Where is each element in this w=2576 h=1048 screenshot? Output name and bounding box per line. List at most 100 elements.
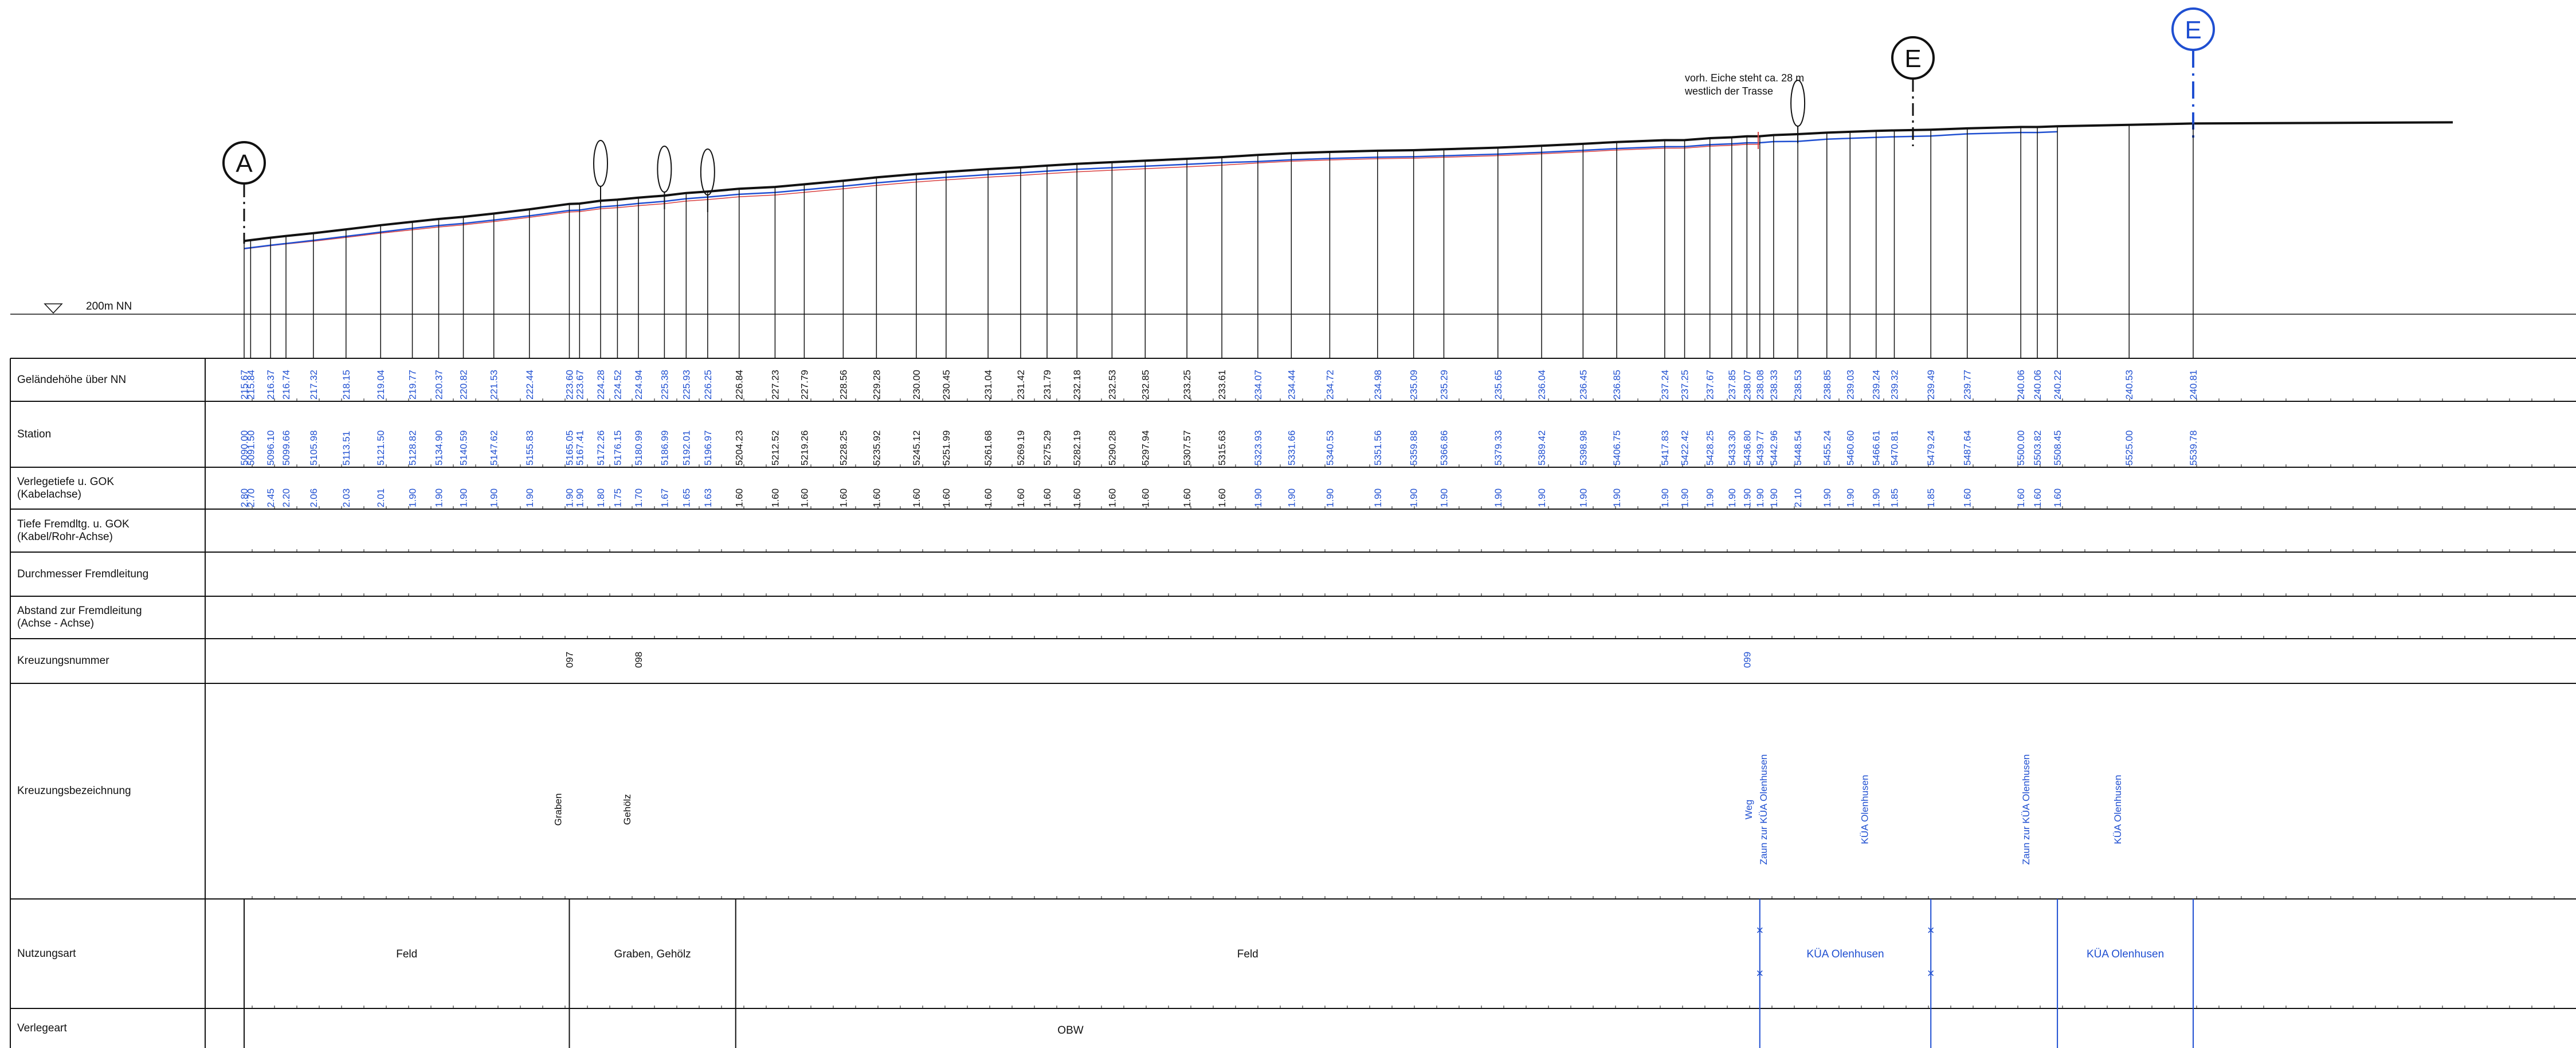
crossing-number: 097 [564,652,575,668]
fence-cross-icon: × [1756,923,1763,937]
ground-height-value: 239.77 [1962,370,1973,400]
ground-height-value: 234.07 [1253,370,1264,400]
ground-height-value: 222.44 [524,370,535,400]
row-label-line: (Kabelachse) [17,488,81,500]
crossing-designation: Graben [552,793,563,826]
ground-height-value: 224.28 [595,370,606,400]
ground-height-value: 231.04 [983,370,994,400]
ground-height-value: 233.25 [1182,370,1193,400]
laying-depth-value: 1.90 [1253,488,1264,507]
row-label: Verlegeart [17,1022,67,1035]
ground-height-value: 240.06 [2016,370,2026,400]
laying-depth-value: 1.60 [1962,488,1973,507]
laying-depth-value: 1.60 [1182,488,1193,507]
laying-depth-value: 1.60 [2052,488,2063,507]
ground-height-value: 231.42 [1015,370,1026,400]
row-label-line: Kreuzungsnummer [17,655,109,667]
row-label: Nutzungsart [17,948,76,960]
ground-height-value: 238.33 [1769,370,1779,400]
crossing-designation: Zaun zur KÜA Olenhusen [2021,754,2032,865]
station-value: 5351.56 [1373,431,1383,466]
station-value: 5134.90 [434,431,445,466]
ground-height-value: 239.49 [1926,370,1936,400]
station-value: 5269.19 [1015,431,1026,466]
station-value: 5251.99 [941,431,952,466]
ground-height-value: 234.98 [1373,370,1383,400]
station-value: 5297.94 [1140,431,1151,466]
station-value: 5389.42 [1536,431,1547,466]
laying-depth-value: 1.60 [941,488,952,507]
tree-icon [700,148,715,195]
station-value: 5105.98 [308,431,319,466]
ground-height-value: 226.84 [734,370,745,400]
ground-height-value: 215.67 [239,370,250,400]
ground-height-value: 240.06 [2032,370,2043,400]
laying-depth-value: 1.67 [659,488,670,507]
crossing-designation: Zaun zur KÜA Olenhusen [1758,754,1769,865]
station-value: 5204.23 [734,431,745,466]
ground-height-value: 223.60 [564,370,575,400]
station-value: 5186.99 [659,431,670,466]
station-value: 5180.99 [633,431,644,466]
station-value: 5366.86 [1438,431,1449,466]
laying-depth-value: 1.90 [1822,488,1833,507]
station-value: 5090.00 [239,431,250,466]
ground-height-value: 238.08 [1755,370,1766,400]
row-label-line: (Achse - Achse) [17,617,95,629]
ground-height-value: 239.24 [1871,370,1882,400]
station-value: 5172.26 [595,431,606,466]
ground-height-value: 229.28 [871,370,882,400]
station-value: 5487.64 [1962,431,1973,466]
laying-depth-value: 1.90 [1324,488,1335,507]
fence-cross-icon: × [1756,966,1763,980]
row-label: Verlegetiefe u. GOK (Kabelachse) [17,476,114,501]
crossing-designation: Weg [1743,800,1754,820]
station-value: 5500.00 [2016,431,2026,466]
marker-label-e-planned: E [2185,16,2201,44]
station-value: 5479.24 [1926,431,1936,466]
station-value: 5460.60 [1845,431,1856,466]
ground-height-value: 239.03 [1845,370,1856,400]
laying-depth-value: 1.90 [1660,488,1671,507]
ground-height-value: 223.67 [574,370,585,400]
laying-depth-value: 1.90 [1742,488,1752,507]
station-value: 5196.97 [703,431,713,466]
row-label: Tiefe Fremdltg. u. GOK (Kabel/Rohr-Achse) [17,518,130,543]
ground-height-value: 235.29 [1438,370,1449,400]
ground-height-value: 227.23 [770,370,781,400]
land-use-label: Feld [1237,948,1258,960]
laying-depth-value: 1.90 [574,488,585,507]
laying-depth-value: 1.90 [1680,488,1691,507]
row-label-line: (Kabel/Rohr-Achse) [17,531,113,543]
tree-icon [657,146,672,193]
laying-depth-value: 2.80 [239,488,250,507]
table-grid [10,303,2576,1048]
laying-method-label: OBW [1057,1024,1083,1037]
laying-depth-value: 1.90 [1578,488,1589,507]
table-values: 215.67 5090.00 2.80 215.84 5091.50 2.70 216.37… [239,370,2199,1037]
laying-depth-value: 1.75 [612,488,623,507]
ground-height-value: 235.65 [1493,370,1504,400]
station-value: 5212.52 [770,431,781,466]
ground-height-value: 221.53 [489,370,500,400]
crossing-designation: KÜA Olenhusen [2112,775,2123,844]
existing-line-red [244,143,1760,250]
station-value: 5155.83 [524,431,535,466]
laying-depth-value: 1.60 [871,488,882,507]
ground-height-value: 230.45 [941,370,952,400]
station-value: 5331.66 [1286,431,1297,466]
laying-depth-value: 1.90 [1769,488,1779,507]
station-value: 5525.00 [2124,431,2135,466]
laying-depth-value: 1.90 [1286,488,1297,507]
laying-depth-value: 1.70 [633,488,644,507]
tree-note-line-2: westlich der Trasse [1684,85,1773,97]
ground-height-value: 235.09 [1409,370,1420,400]
ground-height-value: 220.37 [434,370,445,400]
station-value: 5406.75 [1612,431,1622,466]
ground-height-value: 238.53 [1793,370,1803,400]
ground-height-value: 225.93 [681,370,692,400]
crossing-designation: KÜA Olenhusen [1860,775,1871,844]
ground-height-value: 216.74 [281,370,292,400]
station-value: 5470.81 [1889,431,1900,466]
station-value: 5091.50 [245,431,256,466]
